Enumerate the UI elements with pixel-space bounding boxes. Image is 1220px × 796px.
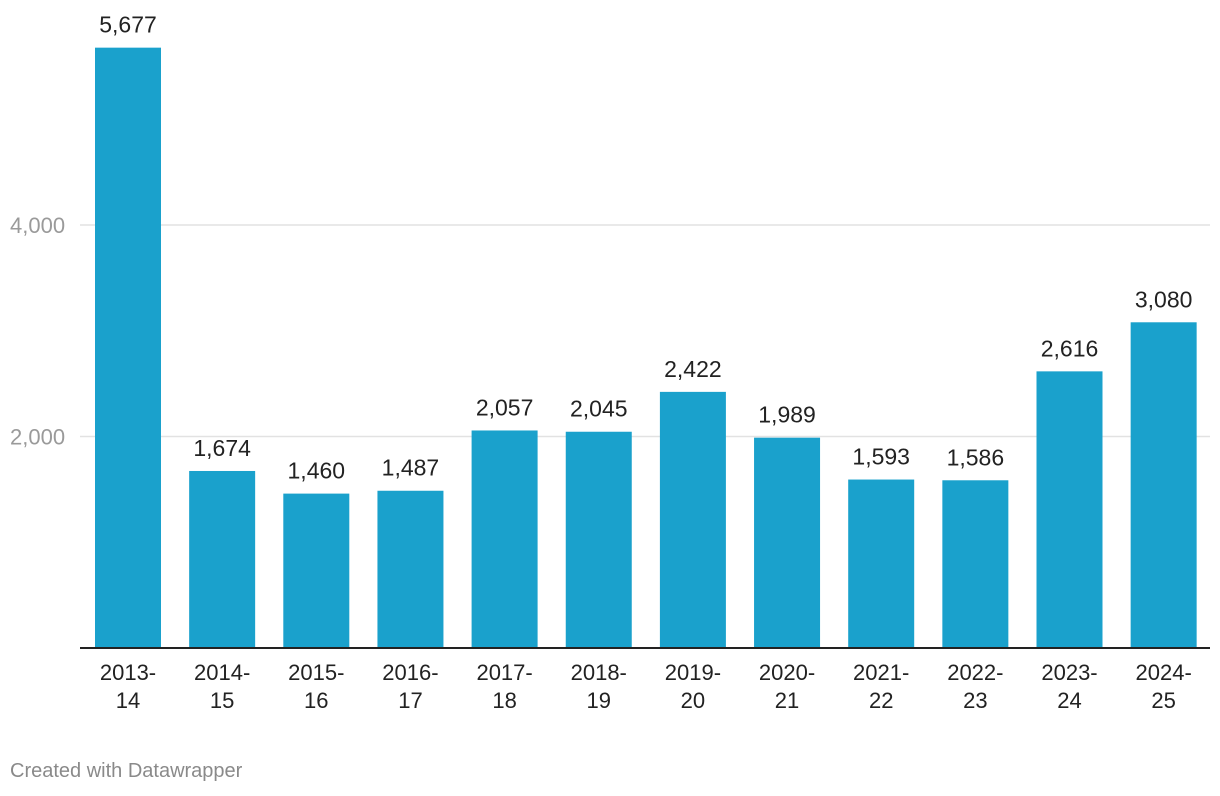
bar — [95, 47, 161, 649]
x-tick-label-line1: 2023- — [1041, 660, 1097, 685]
y-tick-label: 4,000 — [10, 213, 65, 238]
bar-value-label: 1,593 — [852, 444, 910, 470]
bar — [1036, 371, 1103, 648]
x-tick-label-line1: 2020- — [759, 660, 815, 685]
bar-value-label: 5,677 — [99, 12, 157, 38]
bar-value-label: 2,057 — [476, 394, 534, 420]
bar-value-label: 2,422 — [664, 356, 722, 382]
x-tick-label-line2: 16 — [304, 688, 328, 713]
bar — [283, 493, 350, 648]
x-tick-label-line2: 15 — [210, 688, 234, 713]
x-tick-label-line1: 2017- — [476, 660, 532, 685]
x-tick-label-line1: 2015- — [288, 660, 344, 685]
x-tick-label-line2: 22 — [869, 688, 893, 713]
bar — [754, 437, 821, 648]
bar-value-label: 2,045 — [570, 396, 628, 422]
bar — [189, 470, 256, 648]
value-labels: 5,677 1,674 1,460 1,487 2,057 2,045 2,422 1,989… — [99, 12, 1192, 484]
bar — [377, 490, 444, 648]
y-axis-ticks: 2,000 4,000 — [10, 213, 65, 450]
credit-text: Created with Datawrapper — [10, 760, 243, 782]
y-tick-label: 2,000 — [10, 425, 65, 450]
x-tick-label-line2: 25 — [1151, 688, 1175, 713]
x-tick-label-line2: 23 — [963, 688, 987, 713]
bar — [659, 391, 726, 648]
x-axis-ticks: 2013- 14 2014- 15 2015- 16 2016- 17 2017- 18 2018-… — [100, 660, 1192, 713]
x-tick-label-line1: 2016- — [382, 660, 438, 685]
bar-value-label: 1,460 — [288, 458, 346, 484]
x-tick-label-line1: 2014- — [194, 660, 250, 685]
x-tick-label-line2: 24 — [1057, 688, 1081, 713]
x-tick-label-line2: 17 — [398, 688, 422, 713]
x-tick-label-line1: 2021- — [853, 660, 909, 685]
bar-value-label: 1,989 — [758, 402, 816, 428]
x-tick-label-line1: 2024- — [1136, 660, 1192, 685]
x-tick-label-line2: 21 — [775, 688, 799, 713]
x-tick-label-line1: 2022- — [947, 660, 1003, 685]
x-tick-label-line2: 14 — [116, 688, 140, 713]
bars — [95, 47, 1197, 649]
x-tick-label-line1: 2018- — [571, 660, 627, 685]
bar — [848, 479, 915, 648]
bar-value-label: 1,586 — [947, 444, 1005, 470]
bar — [942, 480, 1009, 648]
x-tick-label-line1: 2019- — [665, 660, 721, 685]
bar — [471, 430, 538, 648]
x-tick-label-line2: 20 — [681, 688, 705, 713]
x-tick-label-line2: 19 — [587, 688, 611, 713]
x-tick-label-line2: 18 — [492, 688, 516, 713]
gridlines — [80, 224, 1210, 438]
bar-value-label: 3,080 — [1135, 286, 1193, 312]
bar — [565, 431, 632, 648]
x-tick-label-line1: 2013- — [100, 660, 156, 685]
bar-value-label: 1,674 — [193, 435, 251, 461]
bar-value-label: 1,487 — [382, 455, 440, 481]
bar-value-label: 2,616 — [1041, 335, 1099, 361]
bar — [1130, 322, 1197, 648]
